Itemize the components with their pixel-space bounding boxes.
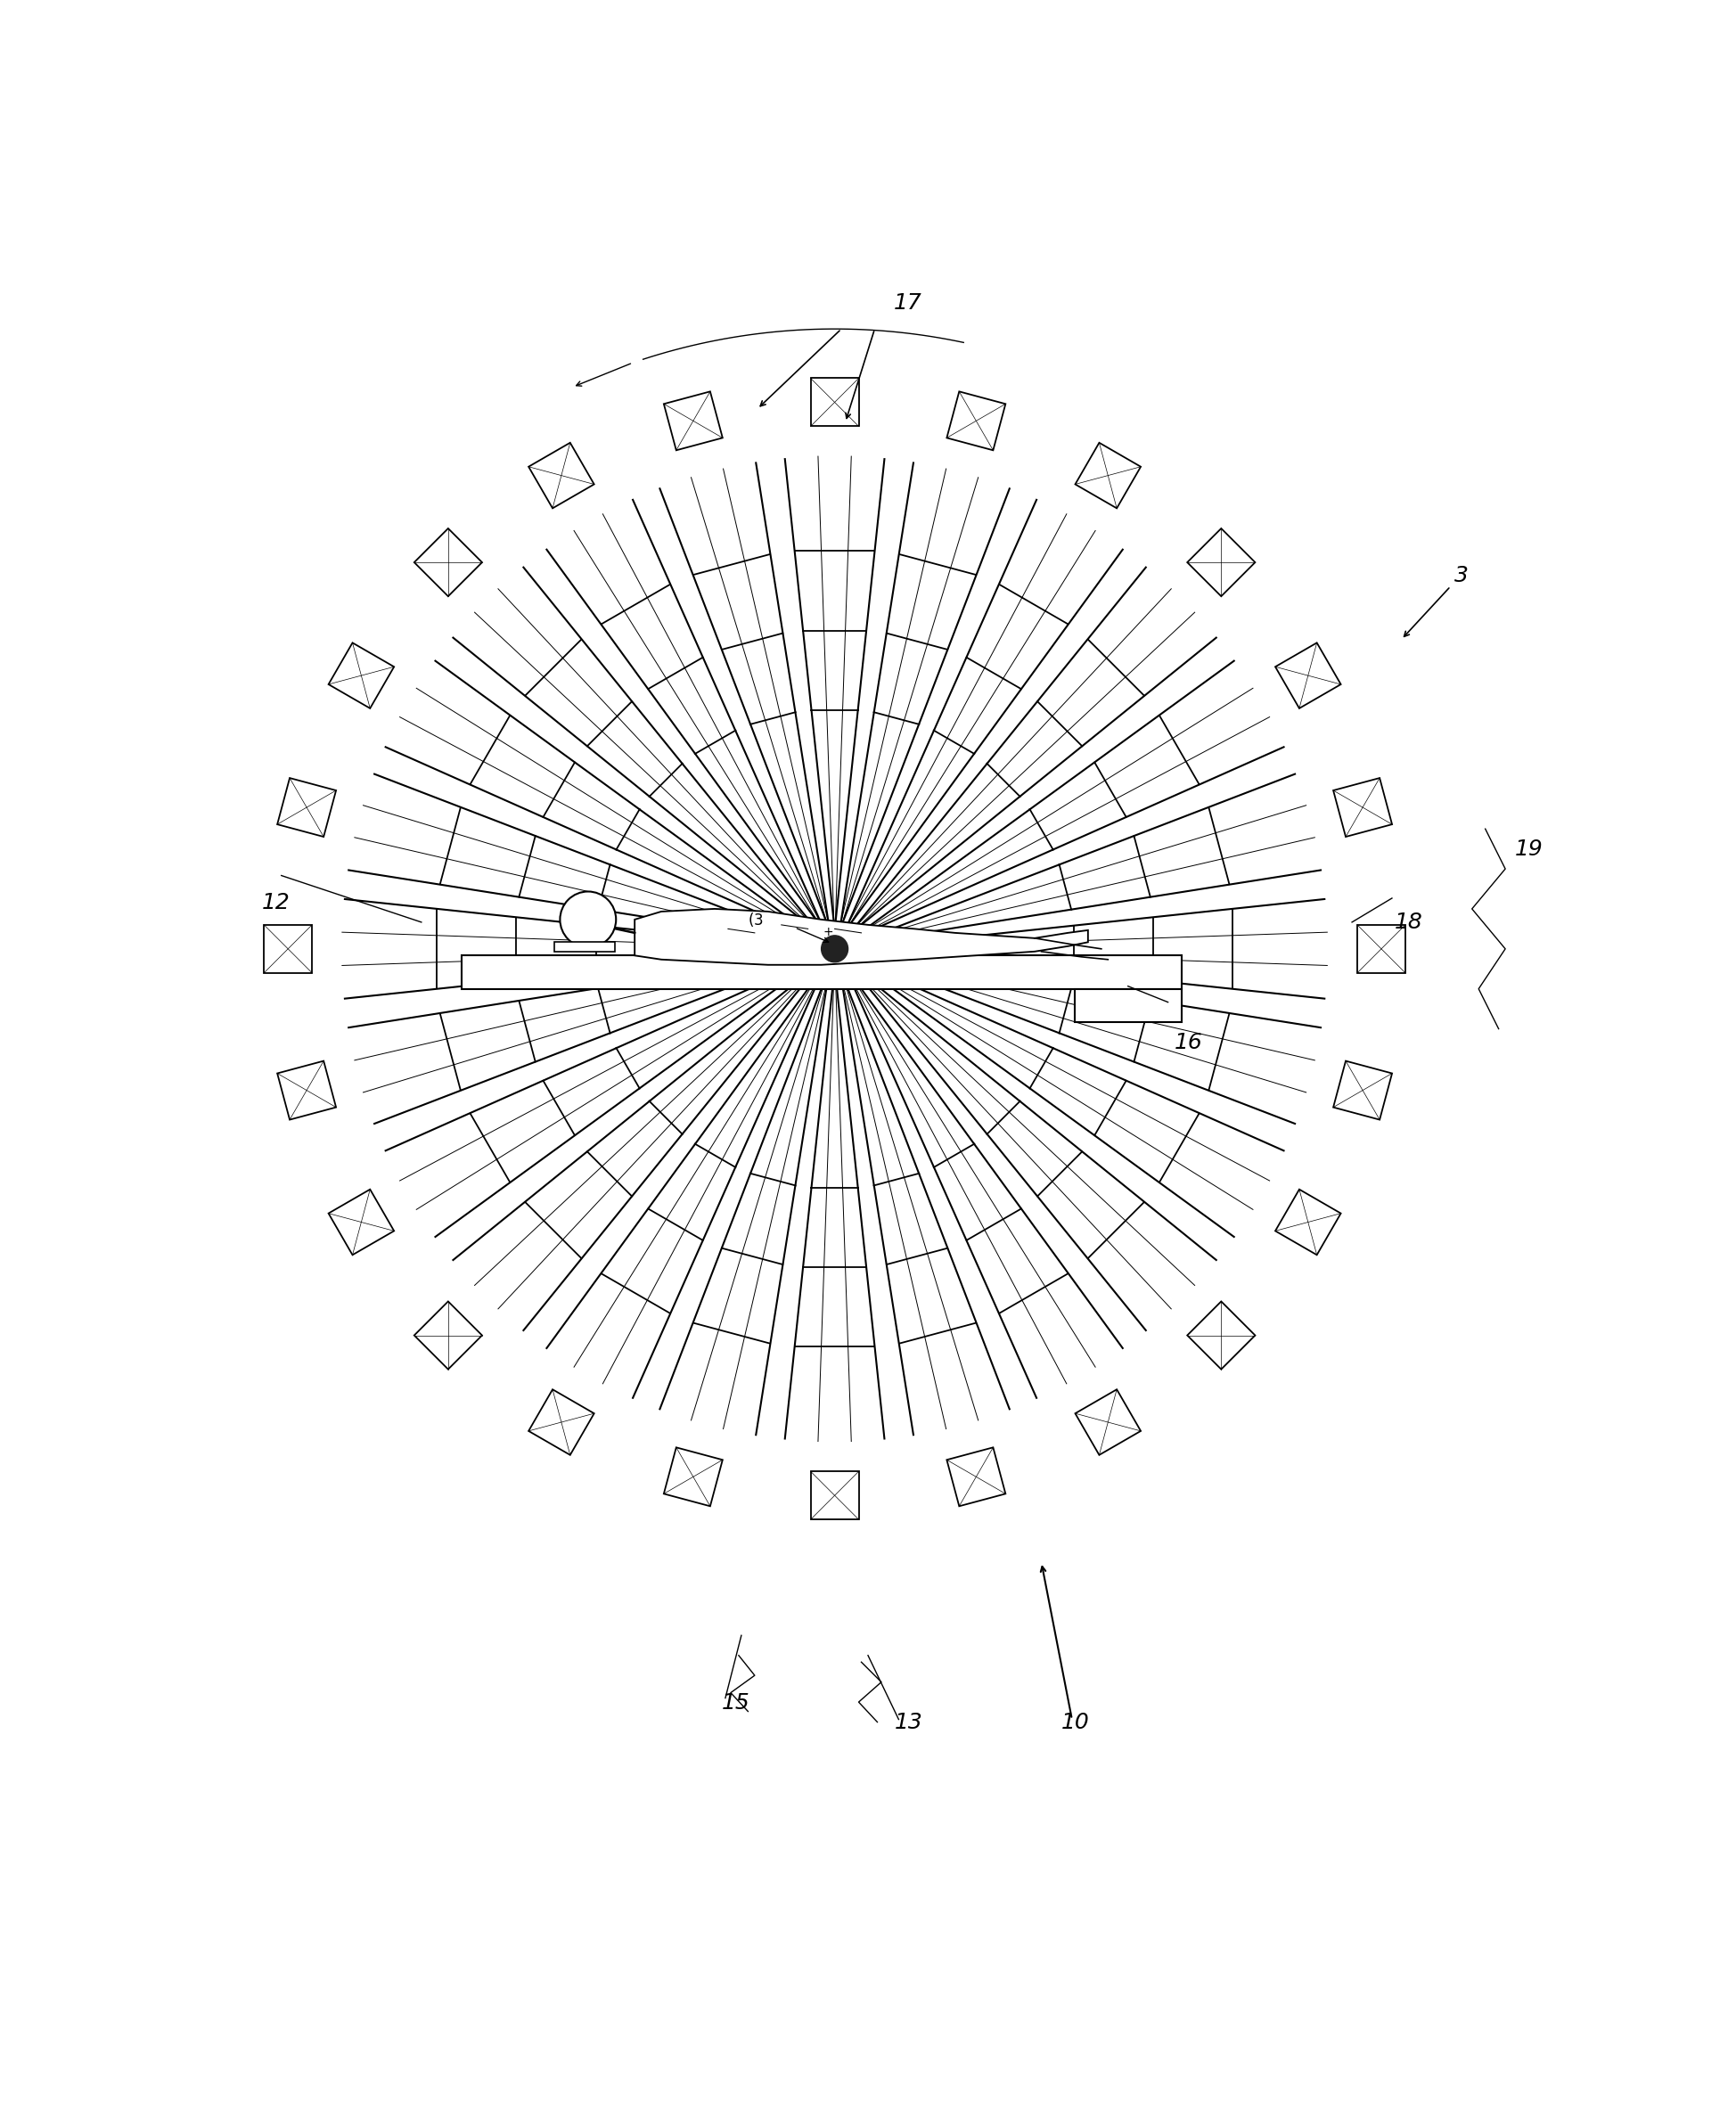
Polygon shape xyxy=(1276,1188,1340,1254)
Text: $(3$: $(3$ xyxy=(748,910,764,929)
Text: 12: 12 xyxy=(262,893,290,914)
Polygon shape xyxy=(811,1471,859,1520)
Polygon shape xyxy=(528,1389,594,1454)
Text: 10: 10 xyxy=(1061,1712,1090,1733)
Polygon shape xyxy=(1187,528,1255,595)
Polygon shape xyxy=(1075,443,1141,509)
Text: 17: 17 xyxy=(894,291,922,312)
Polygon shape xyxy=(415,528,483,595)
Text: 13: 13 xyxy=(894,1712,924,1733)
Polygon shape xyxy=(1075,1389,1141,1454)
Polygon shape xyxy=(264,925,312,973)
Polygon shape xyxy=(528,443,594,509)
Polygon shape xyxy=(946,1448,1005,1507)
Polygon shape xyxy=(1075,988,1180,1022)
Polygon shape xyxy=(946,391,1005,450)
Polygon shape xyxy=(1333,1062,1392,1119)
Polygon shape xyxy=(1276,642,1340,709)
Text: 16: 16 xyxy=(1175,1032,1203,1053)
Polygon shape xyxy=(556,942,615,952)
Polygon shape xyxy=(663,391,722,450)
Circle shape xyxy=(561,891,616,948)
Text: 18: 18 xyxy=(1394,912,1424,933)
Text: 19: 19 xyxy=(1514,838,1543,859)
Polygon shape xyxy=(635,910,1088,965)
Text: +: + xyxy=(823,927,833,937)
Text: 15: 15 xyxy=(722,1691,750,1714)
Polygon shape xyxy=(663,1448,722,1507)
Polygon shape xyxy=(278,1062,337,1119)
Polygon shape xyxy=(328,1188,394,1254)
Polygon shape xyxy=(415,1300,483,1370)
Polygon shape xyxy=(1187,1300,1255,1370)
Polygon shape xyxy=(811,378,859,426)
Text: 3: 3 xyxy=(1455,566,1469,587)
Circle shape xyxy=(821,935,847,963)
Polygon shape xyxy=(1358,925,1406,973)
Polygon shape xyxy=(462,956,1180,988)
Polygon shape xyxy=(278,779,337,836)
Polygon shape xyxy=(1333,779,1392,836)
Polygon shape xyxy=(328,642,394,709)
